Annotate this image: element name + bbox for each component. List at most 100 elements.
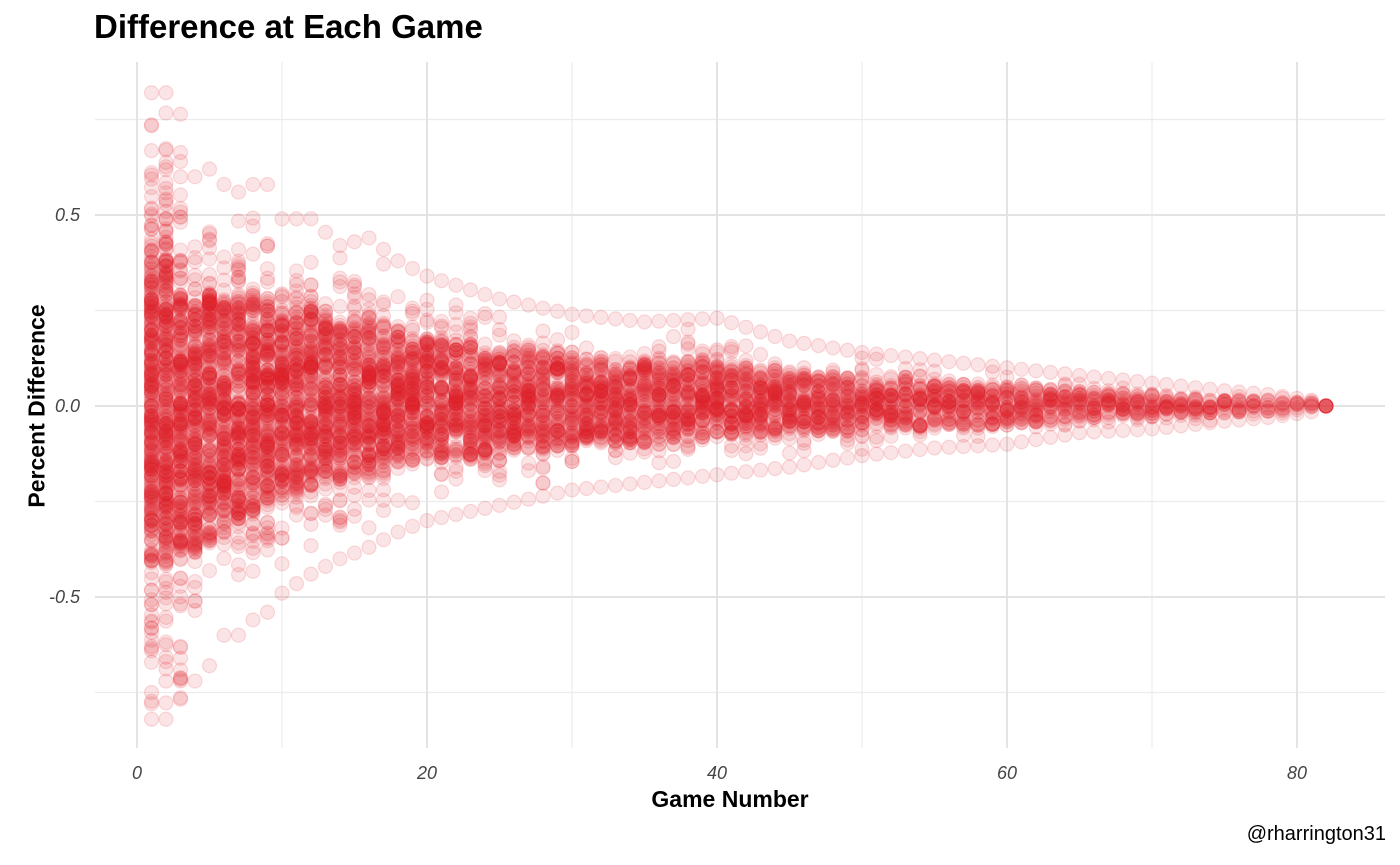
data-point [158, 495, 174, 512]
data-point [375, 356, 392, 372]
data-point [317, 458, 334, 474]
data-point [143, 285, 160, 301]
data-point [143, 373, 160, 389]
data-point [288, 211, 305, 227]
data-point [433, 363, 450, 379]
data-point [433, 449, 450, 465]
data-point [187, 169, 203, 185]
data-point [317, 224, 334, 240]
data-point [172, 187, 189, 203]
data-point [143, 399, 160, 415]
data-point [143, 171, 160, 187]
data-point [143, 486, 160, 502]
data-point [288, 321, 305, 337]
data-point [143, 442, 160, 458]
data-point [143, 483, 160, 500]
data-point [462, 364, 479, 380]
data-point [143, 467, 160, 483]
data-point [143, 503, 160, 519]
data-point [143, 316, 160, 332]
data-point [143, 217, 160, 233]
data-point [274, 211, 290, 227]
data-point [158, 141, 174, 157]
data-point [158, 464, 174, 480]
data-point [245, 563, 261, 579]
data-point [143, 289, 160, 306]
data-point [245, 295, 261, 311]
data-point [535, 300, 551, 316]
data-point [158, 223, 174, 239]
data-point [143, 331, 160, 347]
data-point [143, 427, 160, 443]
data-point [346, 426, 363, 443]
data-point [158, 274, 174, 290]
data-point [187, 324, 203, 340]
data-point [143, 596, 160, 613]
data-point [520, 440, 537, 456]
data-point [404, 403, 421, 420]
data-point [564, 386, 580, 403]
data-point [245, 528, 261, 544]
data-point [158, 486, 174, 502]
data-point [230, 300, 247, 316]
data-point [158, 466, 174, 482]
data-point [143, 299, 160, 315]
data-point [158, 521, 174, 537]
data-point [143, 492, 160, 508]
data-point [143, 490, 160, 506]
data-point [535, 475, 551, 491]
data-point [274, 487, 290, 504]
data-point [448, 363, 464, 380]
data-point [245, 411, 261, 427]
data-point [506, 411, 522, 427]
data-point [187, 300, 203, 316]
data-point [143, 359, 160, 375]
data-point [143, 254, 160, 270]
data-point [245, 612, 261, 628]
data-point [143, 313, 160, 330]
data-point [201, 443, 218, 459]
data-point [143, 408, 160, 424]
data-point [462, 282, 479, 298]
data-point [143, 272, 160, 288]
data-point [317, 403, 334, 419]
data-point [143, 368, 160, 384]
data-point [158, 486, 174, 502]
data-point [158, 330, 174, 347]
data-point [143, 711, 160, 727]
data-point [143, 379, 160, 396]
data-point [143, 264, 160, 280]
data-point [143, 460, 160, 477]
data-point [303, 505, 319, 521]
data-point [332, 356, 348, 372]
data-point [143, 267, 160, 283]
data-point [433, 426, 450, 442]
data-point [158, 411, 174, 427]
data-point [143, 513, 160, 529]
data-point [216, 352, 232, 369]
data-point [245, 386, 261, 402]
data-point [143, 269, 160, 286]
data-point [143, 371, 160, 387]
data-point [143, 117, 160, 133]
data-point [201, 332, 218, 348]
data-point [143, 548, 160, 564]
data-point [158, 286, 174, 302]
data-point [143, 545, 160, 561]
data-point [361, 317, 377, 333]
data-point [245, 320, 261, 336]
data-point [143, 356, 160, 372]
data-point [506, 376, 522, 392]
data-point [172, 287, 189, 303]
data-point [259, 604, 276, 620]
data-points [143, 85, 1334, 727]
data-point [158, 307, 174, 323]
data-point [158, 431, 174, 447]
data-point [143, 372, 160, 388]
data-point [143, 493, 160, 509]
data-point [172, 538, 189, 554]
data-point [187, 530, 203, 546]
data-point [346, 358, 363, 374]
data-point [317, 313, 334, 329]
data-point [143, 164, 160, 181]
